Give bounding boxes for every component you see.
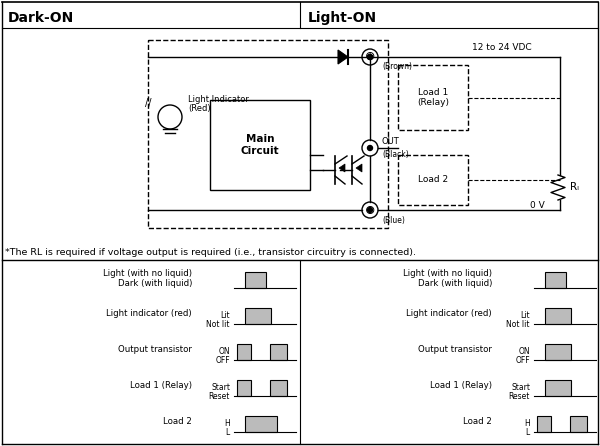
Circle shape (367, 207, 373, 212)
Text: Lit: Lit (220, 310, 230, 320)
Text: ON: ON (218, 347, 230, 355)
Bar (237, 380, 251, 396)
Text: OFF: OFF (515, 356, 530, 365)
Bar (245, 308, 271, 324)
Bar (570, 416, 587, 432)
Bar (245, 416, 277, 432)
Text: Light Indicator: Light Indicator (188, 95, 249, 103)
Text: Load 1 (Relay): Load 1 (Relay) (430, 381, 492, 391)
Text: H: H (224, 419, 230, 428)
Text: Dark-ON: Dark-ON (8, 11, 74, 25)
Text: 0 V: 0 V (530, 202, 545, 211)
FancyBboxPatch shape (398, 155, 468, 205)
Bar (270, 344, 287, 360)
Text: //: // (145, 98, 151, 108)
Text: H: H (524, 419, 530, 428)
Text: Lit: Lit (520, 310, 530, 320)
Text: Dark (with liquid): Dark (with liquid) (118, 280, 192, 289)
Circle shape (362, 140, 378, 156)
Text: Light (with no liquid): Light (with no liquid) (103, 269, 192, 278)
Text: Load 2: Load 2 (463, 417, 492, 426)
Text: Main
Circuit: Main Circuit (241, 134, 280, 156)
Circle shape (362, 49, 378, 65)
Text: Reset: Reset (509, 392, 530, 401)
Text: Output transistor: Output transistor (418, 346, 492, 355)
Text: Load 2: Load 2 (418, 175, 448, 185)
Text: L: L (226, 428, 230, 437)
Bar (270, 380, 287, 396)
Text: Light indicator (red): Light indicator (red) (106, 310, 192, 318)
Circle shape (362, 202, 378, 218)
Text: OFF: OFF (215, 356, 230, 365)
Text: Start: Start (211, 383, 230, 392)
Text: (Brown): (Brown) (382, 62, 412, 71)
Text: L: L (526, 428, 530, 437)
FancyBboxPatch shape (210, 100, 310, 190)
Polygon shape (356, 164, 362, 172)
Text: Not lit: Not lit (206, 320, 230, 329)
Text: Dark (with liquid): Dark (with liquid) (418, 280, 492, 289)
Bar (545, 308, 571, 324)
Bar (545, 272, 566, 288)
Text: Light (with no liquid): Light (with no liquid) (403, 269, 492, 278)
Text: Light-ON: Light-ON (308, 11, 377, 25)
Bar (537, 416, 551, 432)
Circle shape (367, 145, 373, 150)
Bar (237, 344, 251, 360)
Bar (545, 380, 571, 396)
Text: Light indicator (red): Light indicator (red) (406, 310, 492, 318)
FancyBboxPatch shape (398, 65, 468, 130)
Circle shape (367, 54, 373, 59)
Text: ⊖: ⊖ (365, 203, 375, 216)
Circle shape (367, 54, 373, 59)
Text: Load 2: Load 2 (163, 417, 192, 426)
Text: ON: ON (518, 347, 530, 355)
Text: *The RL is required if voltage output is required (i.e., transistor circuitry is: *The RL is required if voltage output is… (5, 248, 416, 257)
Bar (245, 272, 266, 288)
Text: (Red): (Red) (188, 104, 211, 113)
Polygon shape (339, 164, 345, 172)
Text: 12 to 24 VDC: 12 to 24 VDC (472, 44, 532, 53)
Circle shape (158, 105, 182, 129)
Text: (Blue): (Blue) (382, 215, 405, 224)
Polygon shape (338, 50, 348, 64)
Bar (545, 344, 571, 360)
Text: Not lit: Not lit (506, 320, 530, 329)
Text: Rₗ: Rₗ (570, 182, 579, 193)
Text: Output transistor: Output transistor (118, 346, 192, 355)
Text: (Black): (Black) (382, 149, 409, 158)
Text: Start: Start (511, 383, 530, 392)
Text: Load 1
(Relay): Load 1 (Relay) (417, 88, 449, 107)
Text: OUT: OUT (382, 137, 400, 146)
Text: Load 1 (Relay): Load 1 (Relay) (130, 381, 192, 391)
Text: Reset: Reset (209, 392, 230, 401)
Text: ⊕: ⊕ (365, 50, 375, 63)
